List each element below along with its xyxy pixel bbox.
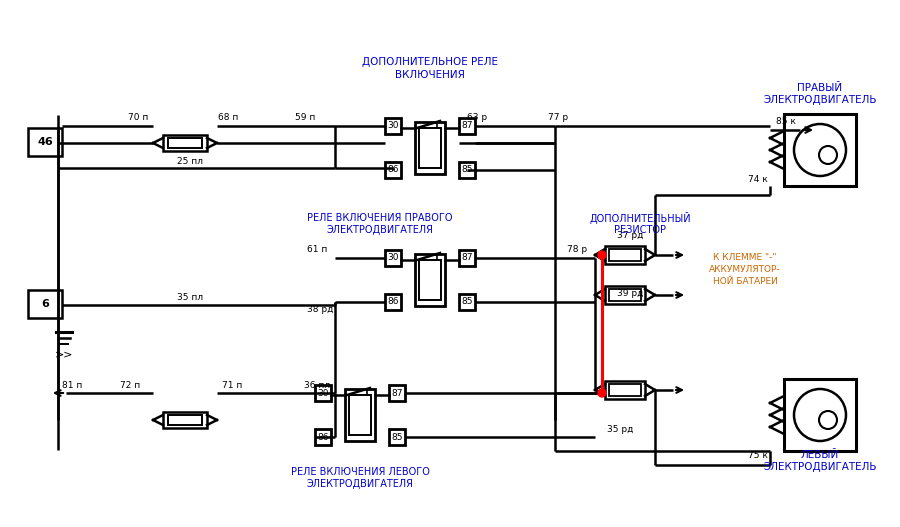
Text: ЛЕВЫЙ: ЛЕВЫЙ: [801, 450, 839, 460]
Text: 78 р: 78 р: [567, 246, 587, 255]
Text: 85 к: 85 к: [776, 118, 796, 126]
Text: >>: >>: [55, 349, 73, 359]
Text: 25 пл: 25 пл: [177, 157, 203, 165]
Text: 86: 86: [387, 165, 399, 174]
Text: ДОПОЛНИТЕЛЬНЫЙ: ДОПОЛНИТЕЛЬНЫЙ: [590, 212, 691, 224]
Bar: [609, 249, 641, 261]
Text: ЭЛЕКТРОДВИГАТЕЛЯ: ЭЛЕКТРОДВИГАТЕЛЯ: [327, 225, 434, 235]
Text: 86: 86: [387, 298, 399, 307]
Text: ЭЛЕКТРОДВИГАТЕЛЬ: ЭЛЕКТРОДВИГАТЕЛЬ: [763, 95, 877, 105]
Bar: [385, 250, 401, 266]
Text: 86: 86: [317, 433, 328, 442]
Bar: [385, 294, 401, 310]
Text: ДОПОЛНИТЕЛЬНОЕ РЕЛЕ: ДОПОЛНИТЕЛЬНОЕ РЕЛЕ: [362, 57, 498, 67]
Bar: [459, 118, 475, 134]
Bar: [385, 118, 401, 134]
Bar: [609, 384, 641, 396]
Text: 6: 6: [41, 299, 49, 309]
Text: 85: 85: [461, 165, 472, 174]
Bar: [163, 135, 207, 151]
Bar: [459, 162, 475, 178]
Bar: [419, 128, 441, 168]
Text: АККУМУЛЯТОР-: АККУМУЛЯТОР-: [709, 266, 781, 275]
Text: 75 к: 75 к: [748, 451, 768, 460]
Bar: [385, 162, 401, 178]
Bar: [349, 395, 371, 435]
Text: ПРАВЫЙ: ПРАВЫЙ: [797, 83, 842, 93]
Text: РЕЛЕ ВКЛЮЧЕНИЯ ЛЕВОГО: РЕЛЕ ВКЛЮЧЕНИЯ ЛЕВОГО: [291, 467, 429, 477]
Bar: [605, 246, 645, 264]
Bar: [459, 250, 475, 266]
Text: 87: 87: [461, 253, 472, 262]
Text: 85: 85: [461, 298, 472, 307]
Text: ЭЛЕКТРОДВИГАТЕЛЬ: ЭЛЕКТРОДВИГАТЕЛЬ: [763, 462, 877, 472]
Bar: [315, 429, 331, 445]
Circle shape: [794, 389, 846, 441]
Bar: [389, 429, 405, 445]
Bar: [389, 385, 405, 401]
Text: 87: 87: [461, 122, 472, 131]
Circle shape: [819, 146, 837, 164]
Bar: [415, 254, 445, 306]
Circle shape: [598, 389, 606, 397]
Bar: [28, 290, 62, 318]
Text: РЕЗИСТОР: РЕЗИСТОР: [614, 225, 666, 235]
Bar: [784, 379, 856, 451]
Text: 81 п: 81 п: [62, 380, 82, 389]
Bar: [605, 286, 645, 304]
Text: РЕЛЕ ВКЛЮЧЕНИЯ ПРАВОГО: РЕЛЕ ВКЛЮЧЕНИЯ ПРАВОГО: [307, 213, 453, 223]
Bar: [168, 138, 202, 148]
Bar: [163, 412, 207, 428]
Text: 36 пл: 36 пл: [304, 380, 330, 389]
Text: 63 р: 63 р: [467, 113, 487, 122]
Bar: [609, 289, 641, 301]
Bar: [28, 128, 62, 156]
Circle shape: [819, 411, 837, 429]
Text: НОЙ БАТАРЕИ: НОЙ БАТАРЕИ: [713, 278, 778, 287]
Text: 30: 30: [387, 253, 399, 262]
Bar: [459, 294, 475, 310]
Bar: [168, 415, 202, 425]
Text: 68 п: 68 п: [218, 113, 238, 122]
Bar: [784, 114, 856, 186]
Text: 30: 30: [317, 388, 328, 397]
Text: 37 рд: 37 рд: [616, 231, 643, 240]
Text: 46: 46: [37, 137, 53, 147]
Text: ВКЛЮЧЕНИЯ: ВКЛЮЧЕНИЯ: [395, 70, 465, 80]
Text: 39 рд: 39 рд: [616, 289, 643, 298]
Bar: [415, 122, 445, 174]
Text: 87: 87: [392, 388, 403, 397]
Circle shape: [794, 124, 846, 176]
Circle shape: [598, 251, 606, 259]
Text: 74 к: 74 к: [748, 175, 768, 184]
Text: 70 п: 70 п: [128, 113, 148, 122]
Bar: [605, 381, 645, 399]
Text: 77 р: 77 р: [548, 113, 568, 122]
Text: 59 п: 59 п: [295, 113, 315, 122]
Bar: [345, 389, 375, 441]
Text: ЭЛЕКТРОДВИГАТЕЛЯ: ЭЛЕКТРОДВИГАТЕЛЯ: [307, 479, 413, 489]
Text: К КЛЕММЕ "-": К КЛЕММЕ "-": [713, 253, 777, 262]
Text: 35 пл: 35 пл: [177, 292, 203, 301]
Text: 71 п: 71 п: [221, 380, 242, 389]
Bar: [315, 385, 331, 401]
Text: 72 п: 72 п: [120, 380, 140, 389]
Text: 35 рд: 35 рд: [607, 425, 634, 434]
Text: 38 рд: 38 рд: [307, 306, 333, 315]
Text: 30: 30: [387, 122, 399, 131]
Bar: [419, 260, 441, 300]
Text: 61 п: 61 п: [307, 246, 328, 255]
Text: 85: 85: [392, 433, 403, 442]
